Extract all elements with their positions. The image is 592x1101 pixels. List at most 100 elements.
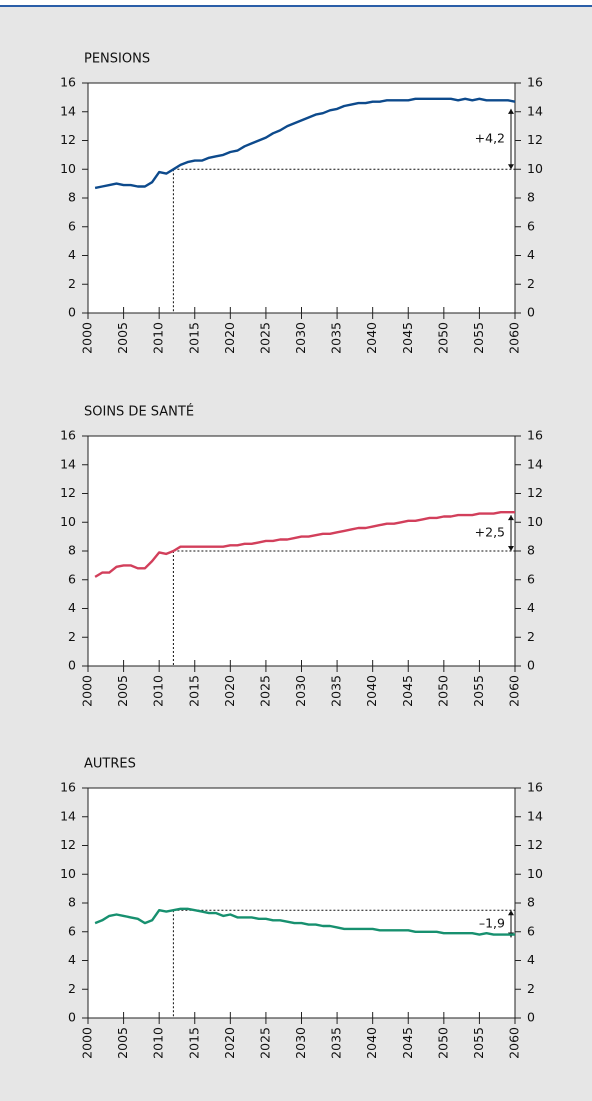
y-tick-label: 2 bbox=[68, 629, 76, 644]
y2-tick-label: 12 bbox=[527, 485, 543, 500]
x-tick-label: 2060 bbox=[507, 675, 522, 707]
arrow-head bbox=[508, 910, 514, 916]
x-tick-label: 2050 bbox=[435, 675, 450, 707]
y-tick-label: 16 bbox=[60, 780, 76, 795]
arrow-head bbox=[508, 546, 514, 551]
x-tick-label: 2030 bbox=[293, 675, 308, 707]
data-line bbox=[94, 97, 516, 190]
x-tick-label: 2015 bbox=[186, 322, 201, 354]
x-tick-label: 2010 bbox=[151, 322, 166, 354]
x-tick-label: 2035 bbox=[329, 675, 344, 707]
y2-tick-label: 10 bbox=[527, 161, 543, 176]
y-tick-label: 10 bbox=[60, 866, 76, 881]
x-tick-label: 2060 bbox=[507, 322, 522, 354]
y-tick-label: 6 bbox=[68, 571, 76, 586]
y2-tick-label: 14 bbox=[527, 808, 543, 823]
y2-tick-label: 0 bbox=[527, 658, 535, 673]
change-label: +2,5 bbox=[475, 525, 505, 540]
y-tick-label: 4 bbox=[68, 247, 76, 262]
x-tick-label: 2005 bbox=[115, 1027, 130, 1059]
plot-area bbox=[87, 787, 516, 1019]
x-tick-label: 2060 bbox=[507, 1027, 522, 1059]
chart-title: PENSIONS bbox=[84, 52, 150, 67]
y-tick-label: 0 bbox=[68, 305, 76, 320]
x-tick-label: 2050 bbox=[435, 322, 450, 354]
x-tick-label: 2035 bbox=[329, 1027, 344, 1059]
x-tick-label: 2005 bbox=[115, 322, 130, 354]
x-tick-label: 2010 bbox=[151, 675, 166, 707]
chart-title: SOINS DE SANTÉ bbox=[84, 404, 194, 420]
y-tick-label: 0 bbox=[68, 658, 76, 673]
y2-tick-label: 14 bbox=[527, 456, 543, 471]
x-tick-label: 2025 bbox=[257, 322, 272, 354]
x-tick-label: 2010 bbox=[151, 1027, 166, 1059]
y-tick-label: 8 bbox=[68, 895, 76, 910]
y2-tick-label: 14 bbox=[527, 103, 543, 118]
y-tick-label: 4 bbox=[68, 600, 76, 615]
y-tick-label: 16 bbox=[60, 75, 76, 90]
x-tick-label: 2020 bbox=[222, 675, 237, 707]
y2-tick-label: 10 bbox=[527, 514, 543, 529]
x-tick-label: 2020 bbox=[222, 322, 237, 354]
x-tick-label: 2040 bbox=[364, 1027, 379, 1059]
chart-title: AUTRES bbox=[84, 757, 136, 772]
y2-tick-label: 0 bbox=[527, 1010, 535, 1025]
y2-tick-label: 6 bbox=[527, 218, 535, 233]
y2-tick-label: 8 bbox=[527, 895, 535, 910]
arrow-head bbox=[508, 164, 514, 170]
x-tick-label: 2035 bbox=[329, 322, 344, 354]
y-tick-label: 16 bbox=[60, 428, 76, 443]
y2-tick-label: 4 bbox=[527, 247, 535, 262]
y2-tick-label: 6 bbox=[527, 923, 535, 938]
y-tick-label: 6 bbox=[68, 923, 76, 938]
x-tick-label: 2030 bbox=[293, 322, 308, 354]
y-tick-label: 14 bbox=[60, 456, 76, 471]
y2-tick-label: 16 bbox=[527, 428, 543, 443]
y-tick-label: 6 bbox=[68, 218, 76, 233]
top-strip bbox=[0, 0, 592, 6]
x-tick-label: 2050 bbox=[435, 1027, 450, 1059]
x-tick-label: 2015 bbox=[186, 675, 201, 707]
y2-tick-label: 10 bbox=[527, 866, 543, 881]
y-tick-label: 14 bbox=[60, 808, 76, 823]
x-tick-label: 2040 bbox=[364, 322, 379, 354]
plot-area bbox=[87, 82, 516, 314]
y-tick-label: 0 bbox=[68, 1010, 76, 1025]
y2-tick-label: 4 bbox=[527, 600, 535, 615]
x-tick-label: 2045 bbox=[400, 1027, 415, 1059]
data-line bbox=[94, 511, 515, 578]
x-tick-label: 2015 bbox=[186, 1027, 201, 1059]
x-tick-label: 2055 bbox=[471, 1027, 486, 1059]
y-tick-label: 10 bbox=[60, 161, 76, 176]
x-tick-label: 2000 bbox=[80, 1027, 95, 1059]
x-tick-label: 2055 bbox=[471, 675, 486, 707]
y-tick-label: 12 bbox=[60, 837, 76, 852]
y-tick-label: 10 bbox=[60, 514, 76, 529]
x-tick-label: 2030 bbox=[293, 1027, 308, 1059]
y-tick-label: 12 bbox=[60, 485, 76, 500]
y2-tick-label: 0 bbox=[527, 305, 535, 320]
change-label: +4,2 bbox=[475, 131, 505, 146]
y2-tick-label: 6 bbox=[527, 571, 535, 586]
data-line bbox=[94, 907, 515, 936]
y-tick-label: 2 bbox=[68, 276, 76, 291]
x-tick-label: 2045 bbox=[400, 675, 415, 707]
y-tick-label: 4 bbox=[68, 952, 76, 967]
y-tick-label: 2 bbox=[68, 981, 76, 996]
y2-tick-label: 2 bbox=[527, 981, 535, 996]
x-tick-label: 2025 bbox=[257, 1027, 272, 1059]
x-tick-label: 2055 bbox=[471, 322, 486, 354]
y2-tick-label: 12 bbox=[527, 132, 543, 147]
y2-tick-label: 8 bbox=[527, 190, 535, 205]
x-tick-label: 2040 bbox=[364, 675, 379, 707]
arrow-head bbox=[508, 515, 514, 521]
y-tick-label: 8 bbox=[68, 543, 76, 558]
x-tick-label: 2005 bbox=[115, 675, 130, 707]
x-tick-label: 2025 bbox=[257, 675, 272, 707]
y-tick-label: 14 bbox=[60, 103, 76, 118]
arrow-head bbox=[508, 108, 514, 114]
x-tick-label: 2000 bbox=[80, 675, 95, 707]
y2-tick-label: 12 bbox=[527, 837, 543, 852]
